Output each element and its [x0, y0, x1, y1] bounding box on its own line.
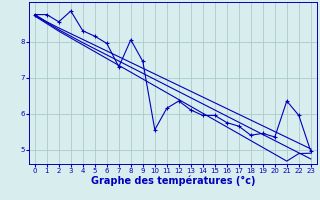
X-axis label: Graphe des températures (°c): Graphe des températures (°c): [91, 176, 255, 186]
